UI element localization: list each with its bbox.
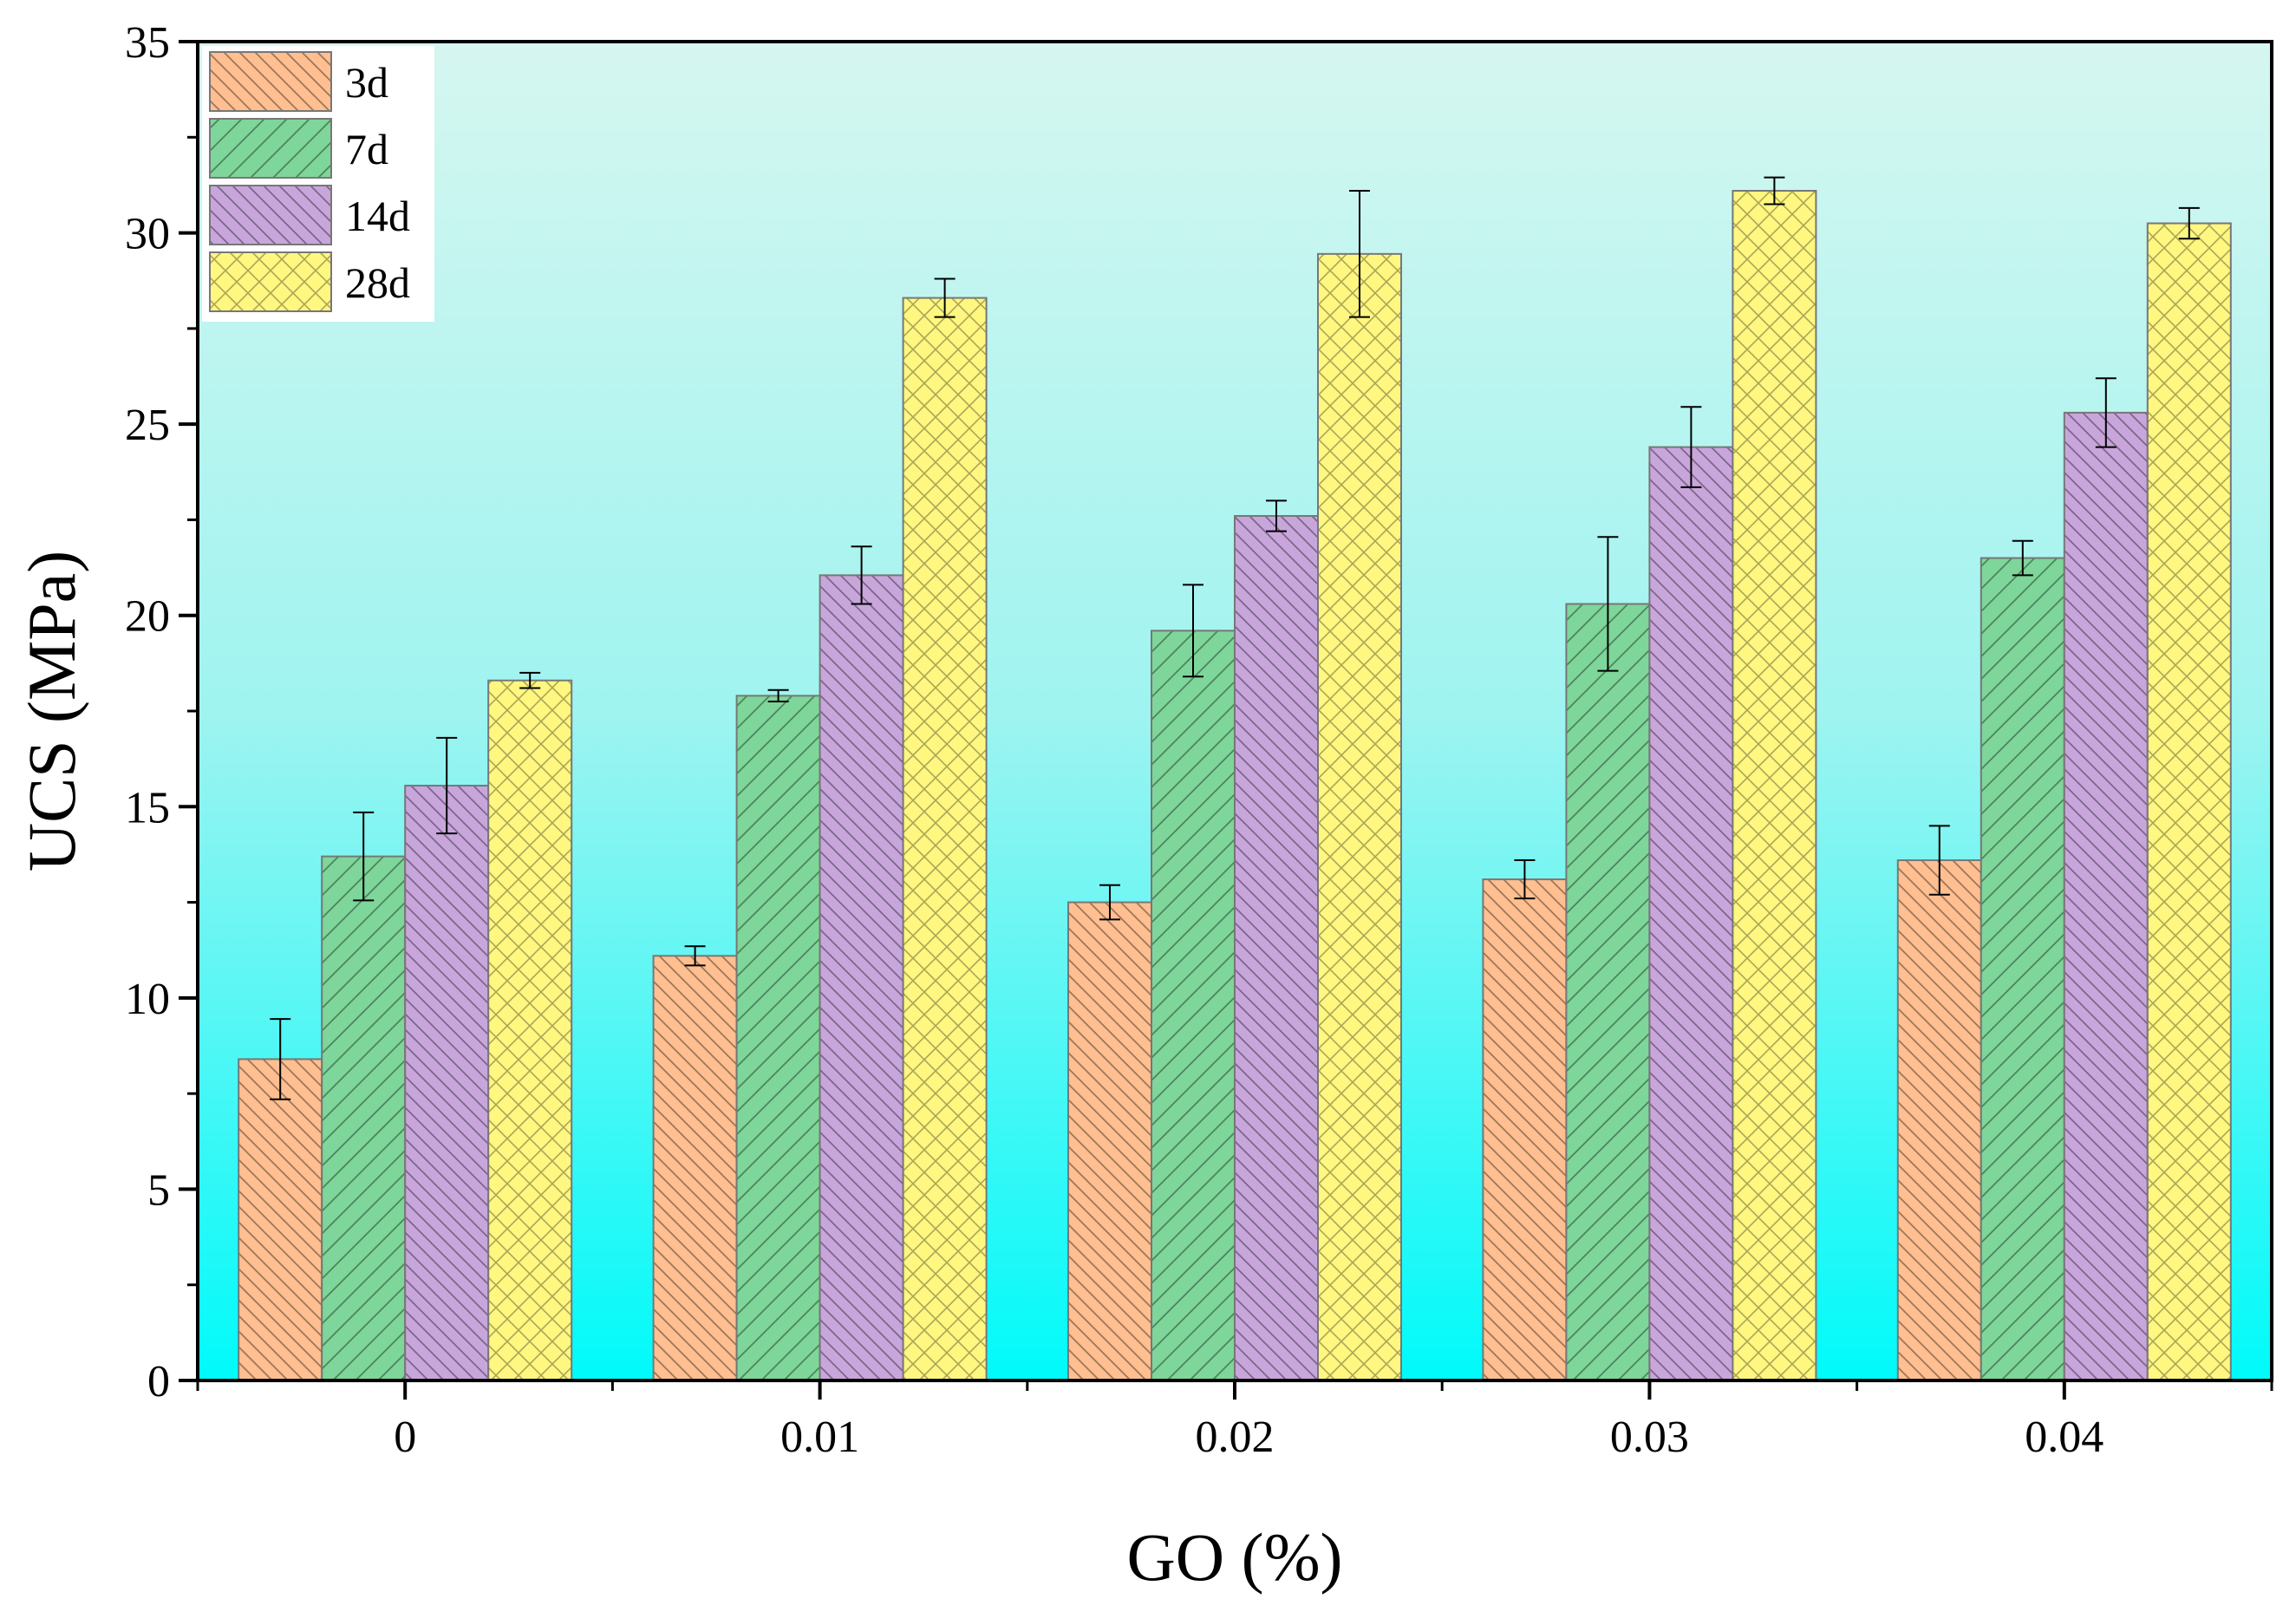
y-tick-label: 20 <box>125 592 170 642</box>
bar-3d-0_01 <box>652 955 738 1381</box>
legend: 3d 7d 14d 28d <box>202 46 434 322</box>
errorbar-28d-0_02 <box>1349 190 1370 318</box>
y-tick-label: 30 <box>125 210 170 259</box>
x-tick-label: 0.03 <box>1610 1413 1689 1462</box>
bar-28d-0_03 <box>1732 190 1817 1382</box>
bar-7d-0_02 <box>1151 630 1236 1381</box>
y-tick-label: 25 <box>125 401 170 450</box>
x-tick-label: 0.04 <box>2025 1413 2104 1462</box>
legend-swatch-3d <box>209 51 332 112</box>
y-tick-label: 0 <box>147 1357 170 1406</box>
errorbar-7d-0 <box>353 811 375 902</box>
bar-28d-0_02 <box>1317 252 1402 1382</box>
errorbar-14d-0 <box>436 736 458 835</box>
errorbar-3d-0_04 <box>1928 825 1950 896</box>
x-tick-label: 0.02 <box>1196 1413 1275 1462</box>
errorbar-3d-0_02 <box>1099 884 1120 921</box>
errorbar-28d-0_04 <box>2178 206 2200 240</box>
errorbar-3d-0_03 <box>1514 859 1536 900</box>
bar-14d-0 <box>404 785 490 1381</box>
errorbar-7d-0_03 <box>1597 536 1619 672</box>
bar-14d-0_02 <box>1234 515 1319 1381</box>
legend-label-28d: 28d <box>345 258 410 307</box>
errorbar-14d-0_02 <box>1266 499 1287 532</box>
errorbar-7d-0_02 <box>1183 584 1203 678</box>
errorbar-28d-0_03 <box>1764 176 1785 206</box>
bar-14d-0_01 <box>819 574 904 1381</box>
bar-7d-0_01 <box>735 695 821 1381</box>
errorbar-3d-0_01 <box>684 945 706 967</box>
legend-label-3d: 3d <box>345 58 388 107</box>
errorbar-28d-0_01 <box>934 277 956 318</box>
errorbar-28d-0 <box>519 671 541 689</box>
bar-28d-0_01 <box>902 297 988 1382</box>
legend-swatch-14d <box>209 185 332 245</box>
y-tick-label: 15 <box>125 783 170 832</box>
x-axis-title: GO (%) <box>1126 1519 1342 1595</box>
y-axis: 0 5 10 15 20 25 30 35 <box>125 18 198 1406</box>
legend-label-7d: 7d <box>345 125 388 173</box>
errorbar-14d-0_03 <box>1680 406 1702 488</box>
bar-3d-0_03 <box>1482 878 1568 1381</box>
bar-3d-0_04 <box>1896 859 1982 1381</box>
y-tick-label: 10 <box>125 975 170 1024</box>
y-tick-label: 35 <box>125 18 170 68</box>
bar-3d-0 <box>238 1058 323 1381</box>
bar-7d-0_03 <box>1565 603 1651 1381</box>
x-axis: 0 0.01 0.02 0.03 0.04 <box>196 1380 2273 1462</box>
bar-7d-0_04 <box>1980 557 2065 1381</box>
legend-label-14d: 14d <box>345 192 410 240</box>
bar-28d-0 <box>487 679 573 1381</box>
x-tick-label: 0 <box>394 1413 416 1462</box>
bar-7d-0 <box>321 855 407 1381</box>
legend-swatch-7d <box>209 118 332 179</box>
y-axis-title: UCS (MPa) <box>14 551 89 872</box>
errorbar-14d-0_01 <box>851 545 872 605</box>
errorbar-7d-0_01 <box>767 689 789 702</box>
errorbar-3d-0 <box>270 1018 291 1100</box>
bar-3d-0_02 <box>1067 901 1152 1381</box>
bar-14d-0_04 <box>2063 411 2149 1381</box>
errorbar-14d-0_04 <box>2095 377 2117 448</box>
y-tick-label: 5 <box>147 1165 170 1215</box>
bars-layer <box>238 190 2232 1382</box>
bar-14d-0_03 <box>1648 446 1734 1381</box>
error-bars-layer <box>270 176 2200 1100</box>
bar-28d-0_04 <box>2146 222 2232 1381</box>
errorbar-7d-0_04 <box>2012 539 2033 577</box>
legend-swatch-28d <box>209 251 332 312</box>
x-tick-label: 0.01 <box>780 1413 859 1462</box>
